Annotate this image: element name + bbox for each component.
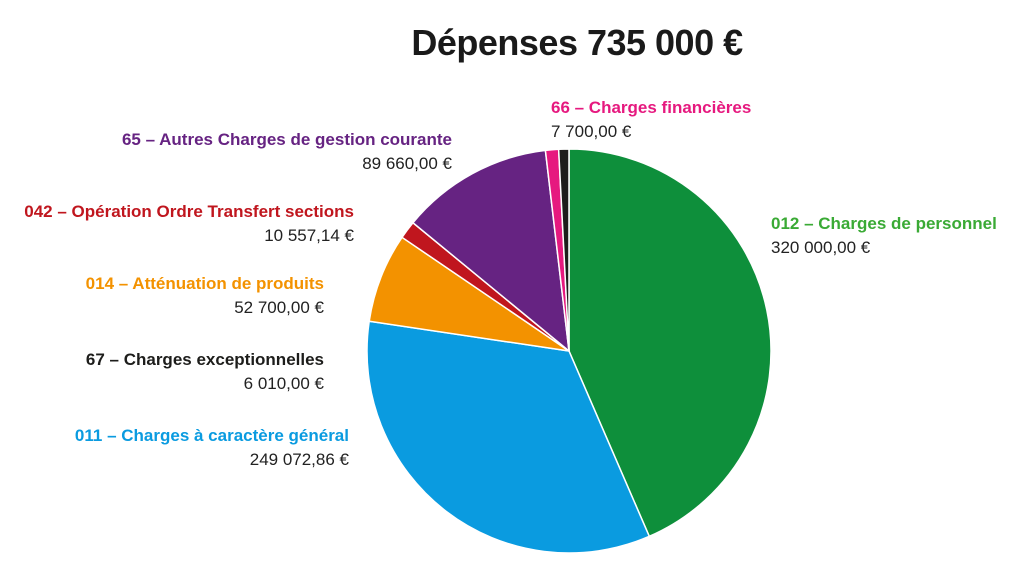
label-operation-ordre: 042 – Opération Ordre Transfert sections… [24,200,354,248]
label-name: 66 – Charges financières [551,98,752,117]
label-value: 10 557,14 € [264,226,354,245]
label-name: 042 – Opération Ordre Transfert sections [24,202,354,221]
label-autres-charges: 65 – Autres Charges de gestion courante … [122,128,452,176]
label-name: 014 – Atténuation de produits [85,274,324,293]
label-value: 89 660,00 € [362,154,452,173]
label-name: 011 – Charges à caractère général [74,426,349,445]
label-charges-caractere-general: 011 – Charges à caractère général 249 07… [75,424,349,472]
slice-charges-personnel [568,148,772,538]
label-attenuation: 014 – Atténuation de produits 52 700,00 … [86,272,324,320]
slice-charges-exceptionnelles [557,148,570,352]
label-charges-personnel: 012 – Charges de personnel 320 000,00 € [771,212,997,260]
label-charges-financieres: 66 – Charges financières 7 700,00 € [551,96,751,144]
slice-autres-charges [411,149,570,353]
chart-title: Dépenses 735 000 € [411,22,743,63]
label-value: 249 072,86 € [249,450,349,469]
label-value: 52 700,00 € [234,298,324,317]
label-name: 67 – Charges exceptionnelles [85,350,324,369]
label-value: 6 010,00 € [243,374,324,393]
label-name: 65 – Autres Charges de gestion courante [121,130,452,149]
slice-charges-caractere-general [366,320,651,554]
label-name: 012 – Charges de personnel [771,214,997,233]
label-value: 7 700,00 € [551,122,632,141]
label-charges-exceptionnelles: 67 – Charges exceptionnelles 6 010,00 € [86,348,324,396]
label-value: 320 000,00 € [771,238,871,257]
